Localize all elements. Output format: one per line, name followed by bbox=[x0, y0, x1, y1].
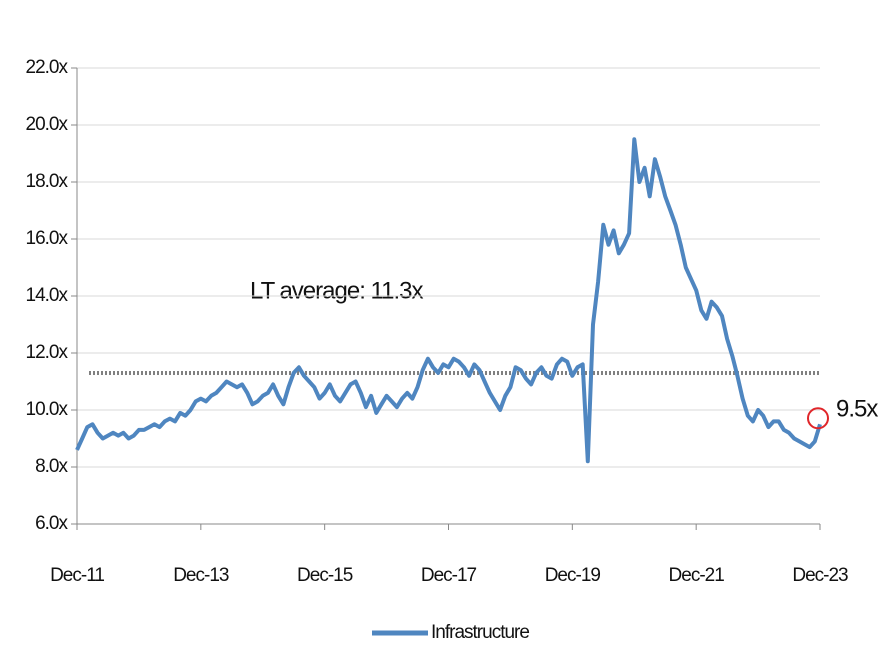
y-tick-label: 18.0x bbox=[26, 171, 69, 192]
y-tick-label: 16.0x bbox=[26, 228, 69, 249]
series-line bbox=[75, 137, 822, 464]
y-tick-label: 8.0x bbox=[35, 456, 68, 477]
y-tick-label: 10.0x bbox=[26, 399, 69, 420]
legend-label: Infrastructure bbox=[431, 622, 529, 643]
x-tick-label: Dec-19 bbox=[545, 565, 601, 586]
y-tick-label: 14.0x bbox=[26, 285, 69, 306]
x-tick-label: Dec-11 bbox=[50, 565, 104, 586]
y-tick-label: 6.0x bbox=[35, 513, 68, 534]
x-tick-label: Dec-15 bbox=[297, 565, 353, 586]
y-tick-label: 22.0x bbox=[26, 57, 69, 78]
average-annotation: LT average: 11.3x bbox=[250, 277, 423, 304]
highlight-circle bbox=[807, 407, 829, 430]
x-tick-label: Dec-23 bbox=[792, 565, 848, 586]
y-tick-label: 12.0x bbox=[26, 342, 69, 363]
x-tick-label: Dec-13 bbox=[173, 565, 229, 586]
y-tick-label: 20.0x bbox=[26, 114, 69, 135]
end-value-label: 9.5x bbox=[836, 396, 878, 423]
x-tick-label: Dec-17 bbox=[421, 565, 477, 586]
x-tick-label: Dec-21 bbox=[669, 565, 725, 586]
